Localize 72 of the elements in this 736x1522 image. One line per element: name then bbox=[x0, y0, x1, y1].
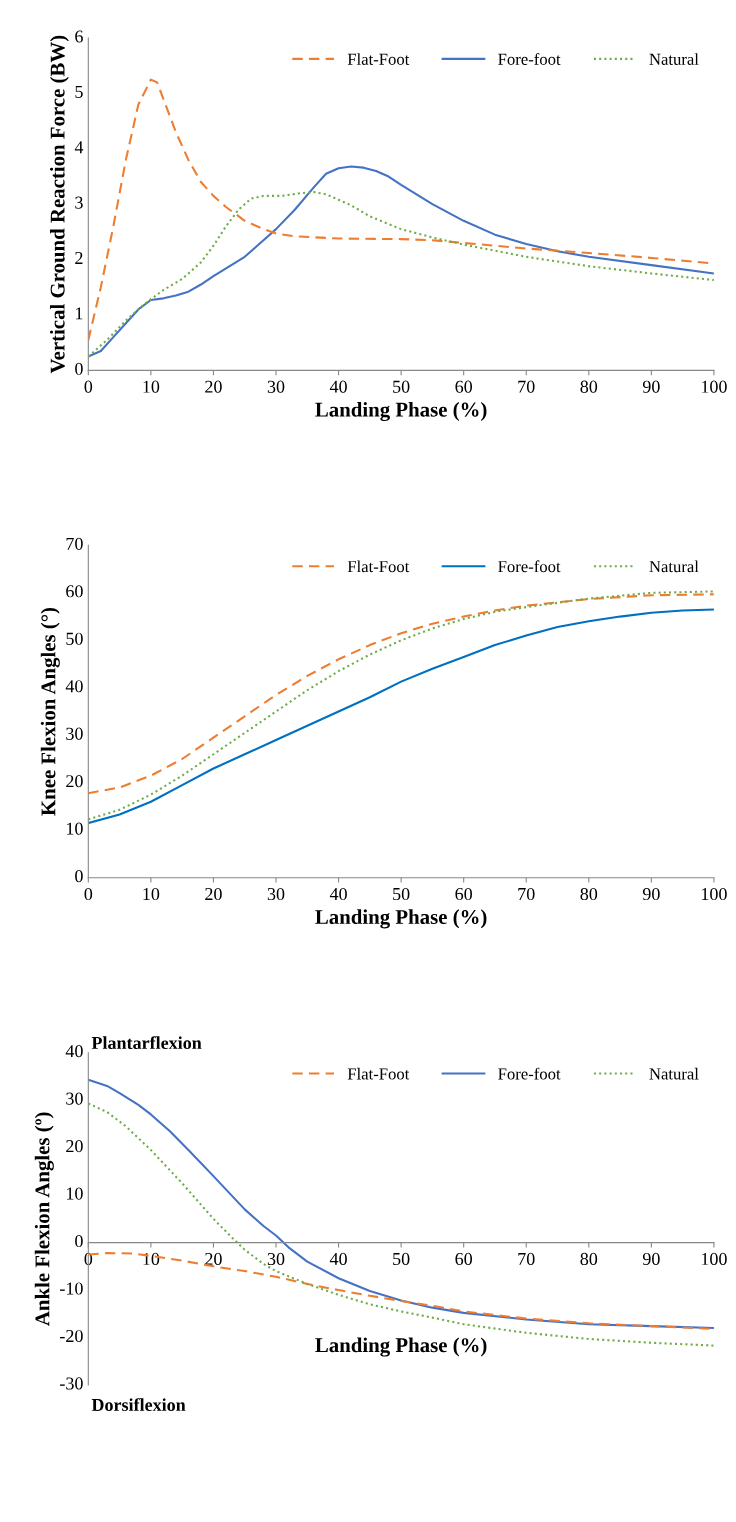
y-tick-label: 50 bbox=[66, 632, 83, 645]
y-tick-label: -30 bbox=[60, 1377, 83, 1390]
y-tick-label: -10 bbox=[60, 1282, 83, 1295]
x-tick-label: 80 bbox=[580, 1252, 598, 1266]
y-tick-label: 4 bbox=[74, 141, 84, 154]
x-tick-label: 90 bbox=[642, 887, 660, 901]
y-tick-label: 3 bbox=[75, 196, 83, 209]
text: Dorsiflexion bbox=[91, 1398, 186, 1412]
y-tick-label: 20 bbox=[66, 775, 83, 788]
x-tick-label: 20 bbox=[205, 887, 222, 901]
legend-label: Fore-foot bbox=[498, 1067, 561, 1080]
x-tick-label: 60 bbox=[455, 1252, 473, 1266]
y-tick-label: 5 bbox=[75, 85, 83, 98]
legend-label: Natural bbox=[649, 53, 699, 65]
x-tick-label: 30 bbox=[267, 1252, 285, 1266]
y-axis-title: Knee Flexion Angles (°) bbox=[40, 607, 60, 816]
y-tick-label: 0 bbox=[75, 870, 83, 883]
y-tick-label: 6 bbox=[75, 30, 83, 43]
y-tick-label: 40 bbox=[65, 1045, 83, 1058]
y-tick-label: 0 bbox=[75, 1234, 83, 1248]
x-tick-label: 30 bbox=[267, 380, 285, 393]
y-tick-label: 2 bbox=[75, 251, 83, 264]
y-tick-label: 70 bbox=[66, 537, 83, 550]
y-tick-label: 1 bbox=[76, 307, 83, 320]
legend-label: Flat-Foot bbox=[347, 1067, 410, 1080]
x-axis-title: Landing Phase (%) bbox=[315, 402, 487, 422]
x-tick-label: 100 bbox=[701, 887, 727, 901]
x-tick-label: 100 bbox=[701, 1252, 727, 1266]
x-tick-label: 50 bbox=[393, 1252, 410, 1266]
x-tick-label: 0 bbox=[84, 887, 93, 901]
legend-label: Fore-foot bbox=[498, 560, 561, 573]
x-tick-label: 70 bbox=[518, 1252, 535, 1266]
x-tick-label: 70 bbox=[518, 887, 535, 901]
y-tick-label: 30 bbox=[66, 1092, 83, 1105]
text: Plantarflexion bbox=[91, 1036, 202, 1050]
legend-label: Flat-Foot bbox=[347, 560, 410, 573]
x-tick-label: 100 bbox=[701, 380, 727, 393]
x-tick-label: 60 bbox=[455, 887, 473, 901]
x-tick-label: 90 bbox=[642, 1252, 660, 1266]
x-tick-label: 50 bbox=[393, 887, 410, 901]
x-tick-label: 40 bbox=[329, 380, 347, 393]
y-tick-label: 60 bbox=[66, 585, 83, 598]
x-tick-label: 30 bbox=[267, 887, 285, 901]
x-tick-label: 10 bbox=[143, 887, 160, 901]
legend-label: Flat-Foot bbox=[347, 53, 410, 65]
x-tick-label: 40 bbox=[329, 887, 347, 901]
x-tick-label: 60 bbox=[455, 380, 473, 393]
legend-label: Natural bbox=[649, 1067, 699, 1080]
x-tick-label: 90 bbox=[642, 380, 660, 393]
legend-label: Fore-foot bbox=[498, 52, 561, 65]
x-tick-label: 0 bbox=[84, 1252, 93, 1266]
x-tick-label: 70 bbox=[518, 380, 535, 393]
x-tick-label: 10 bbox=[143, 380, 160, 393]
legend-label: Natural bbox=[649, 560, 699, 573]
x-tick-label: 80 bbox=[580, 887, 598, 901]
x-axis-title: Landing Phase (%) bbox=[315, 909, 487, 929]
x-axis-title: Landing Phase (%) bbox=[315, 1337, 487, 1357]
y-tick-label: 10 bbox=[66, 822, 83, 835]
x-tick-label: 20 bbox=[205, 380, 222, 393]
y-tick-label: -20 bbox=[60, 1329, 83, 1343]
y-axis-title: Vertical Ground Reaction Force (BW) bbox=[49, 35, 69, 374]
x-tick-label: 40 bbox=[329, 1252, 347, 1266]
x-tick-label: 80 bbox=[580, 380, 598, 393]
y-tick-label: 20 bbox=[66, 1140, 83, 1153]
y-tick-label: 30 bbox=[66, 727, 83, 740]
y-tick-label: 0 bbox=[75, 362, 83, 375]
x-tick-label: 50 bbox=[393, 380, 410, 393]
y-axis-title: Ankle Flexion Angles (º) bbox=[34, 1112, 54, 1326]
y-tick-label: 10 bbox=[66, 1187, 83, 1200]
x-tick-label: 20 bbox=[205, 1252, 222, 1266]
x-tick-label: 0 bbox=[84, 380, 93, 393]
y-tick-label: 40 bbox=[65, 680, 83, 693]
